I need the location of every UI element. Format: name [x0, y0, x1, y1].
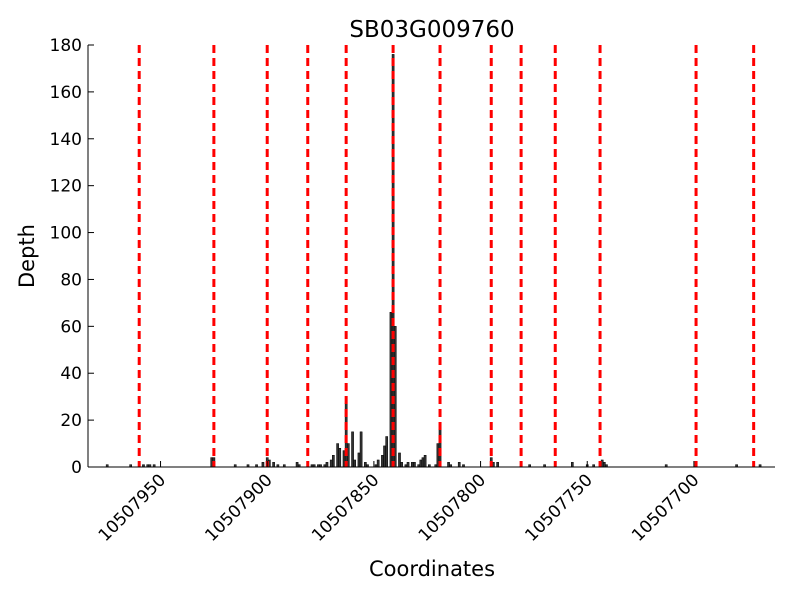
bar [385, 436, 389, 468]
bar [338, 447, 342, 468]
x-tick-label: 10507950 [95, 470, 170, 545]
y-tick-label: 60 [60, 317, 82, 337]
bar [423, 455, 427, 468]
bar [383, 445, 386, 468]
x-tick-label: 10507900 [201, 470, 276, 545]
bar [295, 462, 299, 468]
y-axis-label: Depth [15, 224, 39, 288]
bar [496, 462, 499, 468]
y-tick-label: 20 [60, 411, 82, 431]
y-tick-label: 120 [50, 177, 82, 197]
y-tick-label: 140 [50, 130, 82, 150]
bar [353, 459, 357, 468]
bar [336, 443, 339, 468]
x-tick-label: 10507800 [415, 470, 490, 545]
bar [381, 455, 384, 468]
y-tick-label: 40 [60, 364, 82, 384]
bar [603, 462, 606, 468]
bar [413, 462, 416, 468]
y-tick-label: 160 [50, 83, 82, 103]
y-tick-label: 180 [50, 36, 82, 56]
chart-title: SB03G009760 [349, 17, 514, 43]
x-tick-label: 10507850 [308, 470, 383, 545]
x-tick-label: 10507750 [521, 470, 596, 545]
bar [398, 452, 401, 468]
bar [570, 462, 574, 468]
bar [419, 459, 423, 468]
bar [421, 457, 425, 468]
x-tick-label: 10507700 [628, 470, 703, 545]
x-axis-label: Coordinates [369, 557, 495, 581]
bar [457, 462, 461, 468]
bar [447, 462, 450, 468]
bar [325, 462, 329, 468]
bar [406, 462, 410, 468]
y-tick-label: 0 [71, 458, 82, 478]
bar [376, 459, 380, 468]
bar [357, 452, 361, 468]
bar [332, 455, 335, 468]
bar [400, 462, 403, 468]
y-tick-label: 100 [50, 224, 82, 244]
bar [359, 431, 363, 468]
bar [410, 462, 414, 468]
y-tick-label: 80 [60, 270, 82, 290]
bar [329, 459, 333, 468]
bar [364, 462, 367, 468]
bar [351, 431, 354, 468]
bar [272, 462, 275, 468]
bar [261, 462, 265, 468]
